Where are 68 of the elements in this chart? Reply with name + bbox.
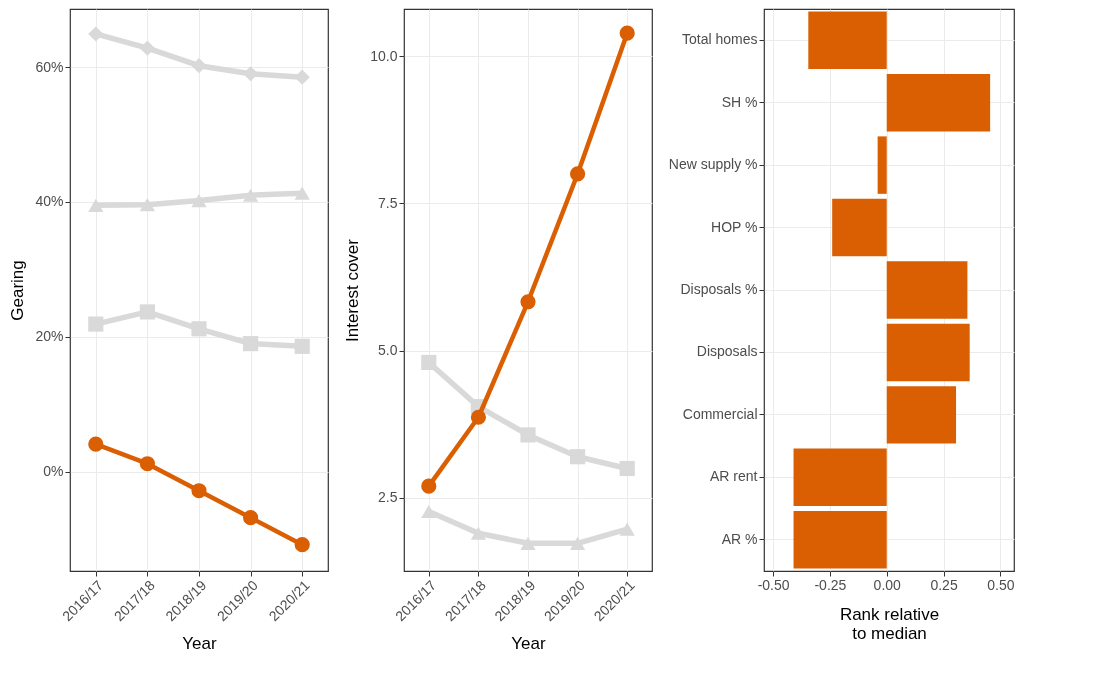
point	[520, 536, 536, 550]
y-tick-label: Disposals	[696, 343, 758, 360]
x-axis-title: Year	[511, 634, 547, 654]
point	[88, 436, 104, 452]
bar	[877, 136, 887, 194]
point	[191, 483, 207, 499]
point	[421, 504, 437, 519]
point	[421, 354, 437, 371]
y-tick-label: AR %	[721, 530, 758, 547]
y-tick-label: Commercial	[682, 405, 758, 422]
bar	[886, 261, 968, 319]
y-tick-label: HOP %	[711, 218, 758, 235]
x-tick-label: -0.25	[814, 576, 847, 593]
point	[294, 338, 310, 354]
point	[520, 427, 536, 443]
y-tick-label: 10.0	[370, 47, 398, 64]
point	[570, 536, 586, 550]
point	[191, 194, 207, 208]
point	[139, 40, 155, 56]
y-tick-label: 5.0	[378, 342, 398, 359]
point	[619, 522, 635, 536]
y-tick-label: Disposals %	[680, 281, 758, 297]
y-tick-label: 20%	[35, 328, 64, 345]
point	[243, 510, 259, 526]
point	[139, 456, 155, 472]
point	[421, 478, 437, 494]
y-axis-title: Gearing	[8, 260, 28, 321]
y-tick-label: 60%	[35, 58, 64, 75]
x-axis-title: Year	[182, 634, 218, 654]
point	[520, 294, 536, 310]
point	[570, 449, 586, 465]
point	[570, 166, 586, 182]
x-tick-label: 0.00	[873, 576, 902, 593]
point	[191, 321, 207, 337]
point	[619, 460, 635, 477]
point	[294, 537, 310, 553]
x-axis-title: Rank relative to median	[839, 604, 940, 643]
point	[470, 409, 486, 425]
y-tick-label: 2.5	[378, 489, 398, 506]
x-tick-label: 0.50	[987, 576, 1015, 593]
bar	[886, 323, 970, 382]
y-tick-label: 40%	[35, 193, 64, 210]
point	[470, 526, 486, 540]
y-tick-label: SH %	[721, 93, 758, 110]
point	[294, 186, 310, 200]
bar	[886, 386, 957, 444]
point	[191, 58, 207, 74]
point	[88, 198, 104, 212]
point	[139, 304, 155, 320]
y-tick-label: Total homes	[682, 31, 758, 48]
point	[88, 316, 104, 332]
y-tick-label: 0%	[43, 463, 64, 480]
bar	[793, 511, 887, 569]
point	[88, 26, 104, 42]
bar	[793, 448, 887, 507]
y-tick-label: 7.5	[378, 194, 398, 211]
point	[619, 25, 635, 41]
point	[243, 188, 259, 202]
y-tick-label: New supply %	[668, 156, 758, 173]
point	[139, 198, 155, 212]
y-axis-title: Interest cover	[343, 238, 363, 342]
x-tick-label: -0.50	[757, 576, 790, 593]
y-tick-label: AR rent	[710, 468, 758, 485]
x-tick-label: 0.25	[930, 576, 958, 593]
bar	[886, 73, 991, 132]
bar	[832, 198, 887, 257]
point	[243, 336, 259, 352]
bar	[808, 11, 887, 69]
